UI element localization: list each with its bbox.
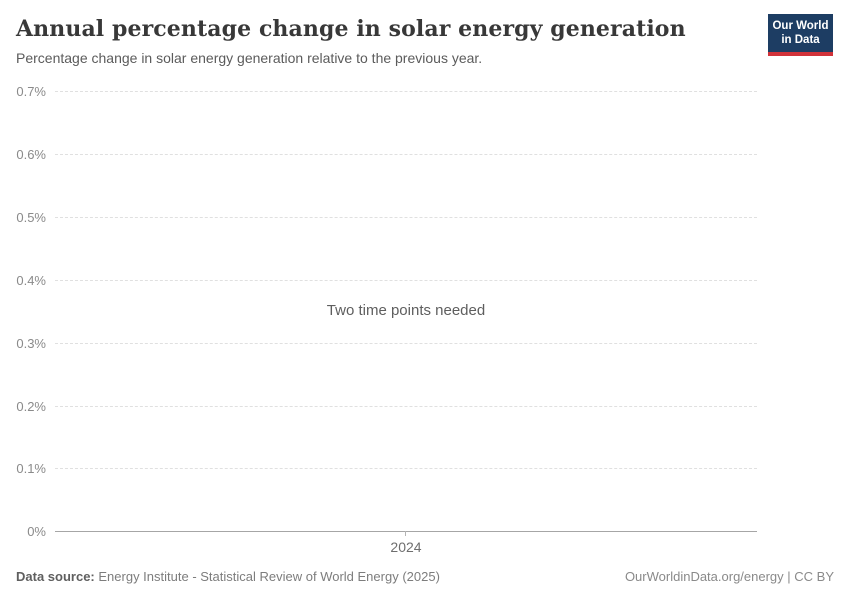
y-axis-tick-label: 0.2% [16, 398, 46, 414]
gridline-row: 0.7% [16, 82, 757, 100]
y-axis-tick-label: 0.4% [16, 272, 46, 288]
y-axis-tick-label: 0% [27, 523, 46, 539]
gridline [55, 216, 757, 218]
x-axis-tick-label: 2024 [390, 539, 422, 555]
chart-subtitle: Percentage change in solar energy genera… [16, 50, 483, 67]
gridline [55, 342, 757, 344]
x-axis-line [55, 530, 757, 532]
y-axis-tick-label: 0.1% [16, 460, 46, 476]
data-source: Data source: Energy Institute - Statisti… [16, 569, 440, 584]
gridline [55, 467, 757, 469]
y-axis-tick-label: 0.6% [16, 146, 46, 162]
gridline [55, 279, 757, 281]
gridline-row: 0.4% [16, 271, 757, 289]
empty-state-message: Two time points needed [326, 302, 486, 319]
y-axis-tick-label: 0.5% [16, 209, 46, 225]
chart-footer: Data source: Energy Institute - Statisti… [16, 569, 834, 584]
gridline-row: 0.1% [16, 459, 757, 477]
gridline-row: 0.3% [16, 334, 757, 352]
y-axis-tick-label: 0.3% [16, 335, 46, 351]
data-source-text: Energy Institute - Statistical Review of… [98, 569, 440, 584]
y-axis-tick-label: 0.7% [16, 83, 46, 99]
owid-logo-line2: in Data [781, 34, 820, 47]
owid-logo-line1: Our World [772, 20, 829, 32]
x-axis-row: 0% [16, 522, 757, 540]
gridline-row: 0.6% [16, 145, 757, 163]
gridline [55, 153, 757, 155]
gridline-row: 0.5% [16, 208, 757, 226]
x-axis-tick-mark [405, 531, 406, 536]
gridline [55, 90, 757, 92]
gridline-row: 0.2% [16, 397, 757, 415]
chart-header: Annual percentage change in solar energy… [16, 16, 756, 66]
chart-title: Annual percentage change in solar energy… [16, 16, 686, 42]
attribution-link[interactable]: OurWorldinData.org/energy | CC BY [624, 569, 834, 584]
owid-logo[interactable]: Our World in Data [768, 14, 833, 56]
gridline [55, 405, 757, 407]
data-source-label: Data source: [16, 569, 95, 584]
